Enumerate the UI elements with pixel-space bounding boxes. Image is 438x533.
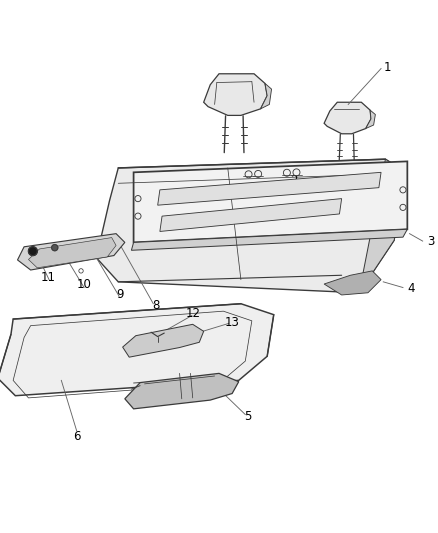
Text: 13: 13 — [225, 316, 240, 329]
Text: 8: 8 — [152, 299, 159, 312]
Circle shape — [28, 247, 37, 255]
Text: 3: 3 — [427, 236, 434, 248]
Polygon shape — [28, 238, 116, 268]
Polygon shape — [158, 172, 381, 205]
Polygon shape — [366, 110, 375, 128]
Text: 9: 9 — [117, 288, 124, 301]
Text: 12: 12 — [185, 308, 200, 320]
Circle shape — [52, 245, 58, 251]
Polygon shape — [123, 324, 204, 357]
Polygon shape — [359, 159, 403, 293]
Text: 6: 6 — [73, 430, 81, 443]
Polygon shape — [204, 74, 267, 115]
Polygon shape — [18, 233, 125, 270]
Polygon shape — [0, 304, 274, 395]
Text: 4: 4 — [407, 282, 415, 295]
Text: 5: 5 — [244, 410, 251, 423]
Text: 1: 1 — [384, 61, 392, 74]
Polygon shape — [96, 159, 403, 293]
Polygon shape — [134, 161, 407, 243]
Polygon shape — [324, 102, 371, 134]
Polygon shape — [160, 199, 342, 231]
Polygon shape — [324, 271, 381, 295]
Polygon shape — [125, 374, 239, 409]
Text: 10: 10 — [77, 278, 92, 292]
Text: 11: 11 — [41, 271, 56, 284]
Text: 2: 2 — [290, 174, 298, 187]
Polygon shape — [261, 84, 272, 109]
Polygon shape — [131, 229, 407, 251]
